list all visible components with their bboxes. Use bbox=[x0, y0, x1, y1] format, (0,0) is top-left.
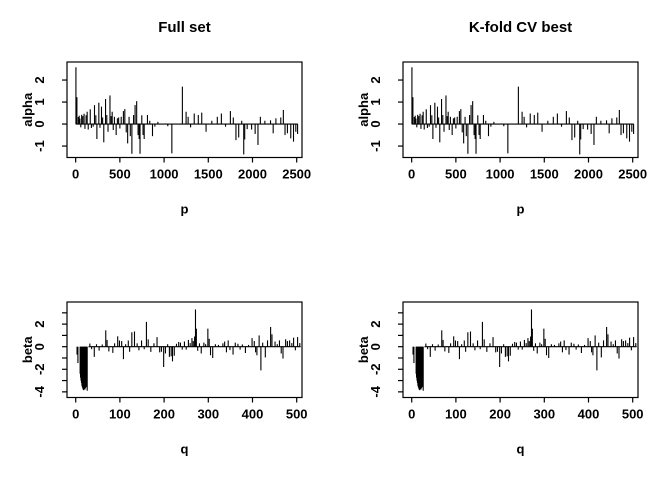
spike-series bbox=[411, 67, 635, 155]
y-axis-label: beta bbox=[356, 336, 371, 364]
x-axis-label: p bbox=[181, 202, 189, 217]
y-tick-label: 2 bbox=[368, 321, 383, 328]
y-tick-label: 2 bbox=[368, 76, 383, 83]
y-tick-label: 2 bbox=[32, 76, 47, 83]
x-tick-label: 300 bbox=[533, 407, 555, 422]
x-tick-label: 1500 bbox=[194, 167, 223, 182]
y-tick-label: -1 bbox=[32, 140, 47, 152]
plot-box bbox=[402, 301, 639, 399]
x-tick-label: 2000 bbox=[574, 167, 603, 182]
x-tick-label: 2000 bbox=[238, 167, 267, 182]
x-tick-label: 2500 bbox=[618, 167, 647, 182]
spike-series bbox=[76, 309, 301, 391]
y-axis: -4 -2 0 2 bbox=[368, 312, 403, 398]
plot-box bbox=[66, 301, 303, 399]
spike-series bbox=[412, 309, 637, 391]
spike-series bbox=[75, 67, 299, 155]
x-tick-label: 200 bbox=[489, 407, 511, 422]
y-axis-label: alpha bbox=[20, 92, 35, 127]
x-tick-label: 1000 bbox=[486, 167, 515, 182]
x-tick-label: 200 bbox=[153, 407, 175, 422]
plot-box bbox=[66, 61, 303, 159]
x-tick-label: 500 bbox=[286, 407, 308, 422]
y-tick-label: -4 bbox=[368, 385, 383, 397]
x-tick-label: 1000 bbox=[150, 167, 179, 182]
x-tick-label: 100 bbox=[109, 407, 131, 422]
x-tick-label: 2500 bbox=[282, 167, 311, 182]
y-axis: -4 -2 0 2 bbox=[32, 312, 67, 398]
x-axis: 0 500 1000 1500 2000 2500 bbox=[408, 157, 647, 182]
y-tick-label: -2 bbox=[368, 363, 383, 375]
y-tick-label: -1 bbox=[368, 140, 383, 152]
y-axis-label: beta bbox=[20, 336, 35, 364]
y-tick-label: 1 bbox=[368, 98, 383, 105]
x-tick-label: 0 bbox=[408, 407, 415, 422]
y-tick-label: 0 bbox=[368, 343, 383, 350]
x-tick-label: 1500 bbox=[530, 167, 559, 182]
x-tick-label: 400 bbox=[578, 407, 600, 422]
x-tick-label: 0 bbox=[408, 167, 415, 182]
panel-bottom-right: 0 100 200 300 400 500 -4 -2 0 2 q beta bbox=[356, 301, 644, 457]
x-tick-label: 300 bbox=[197, 407, 219, 422]
x-axis-label: q bbox=[181, 442, 189, 457]
y-axis-label: alpha bbox=[356, 92, 371, 127]
y-tick-label: 0 bbox=[32, 343, 47, 350]
x-tick-label: 400 bbox=[242, 407, 264, 422]
x-tick-label: 500 bbox=[445, 167, 467, 182]
x-tick-label: 100 bbox=[445, 407, 467, 422]
y-tick-label: 2 bbox=[32, 321, 47, 328]
panel-title: K-fold CV best bbox=[469, 19, 572, 36]
x-tick-label: 500 bbox=[109, 167, 131, 182]
y-tick-label: 0 bbox=[32, 120, 47, 127]
x-axis: 0 500 1000 1500 2000 2500 bbox=[72, 157, 311, 182]
x-tick-label: 0 bbox=[72, 407, 79, 422]
y-tick-label: -2 bbox=[32, 363, 47, 375]
x-axis-label: p bbox=[517, 202, 525, 217]
y-tick-label: 0 bbox=[368, 120, 383, 127]
panel-top-right: 0 500 1000 1500 2000 2500 -1 0 1 2 K-fold CV best p… bbox=[356, 19, 647, 217]
y-tick-label: -4 bbox=[32, 385, 47, 397]
panel-bottom-left: 0 100 200 300 400 500 -4 -2 0 2 q beta bbox=[20, 301, 308, 457]
y-tick-label: 1 bbox=[32, 98, 47, 105]
panel-title: Full set bbox=[158, 19, 211, 36]
x-axis-label: q bbox=[517, 442, 525, 457]
x-tick-label: 500 bbox=[622, 407, 644, 422]
x-tick-label: 0 bbox=[72, 167, 79, 182]
x-axis: 0 100 200 300 400 500 bbox=[72, 397, 308, 422]
plot-box bbox=[402, 61, 639, 159]
panel-top-left: 0 500 1000 1500 2000 2500 -1 0 1 2 Full set p alpha bbox=[20, 19, 311, 217]
y-axis: -1 0 1 2 bbox=[368, 76, 403, 152]
y-axis: -1 0 1 2 bbox=[32, 76, 67, 152]
x-axis: 0 100 200 300 400 500 bbox=[408, 397, 644, 422]
